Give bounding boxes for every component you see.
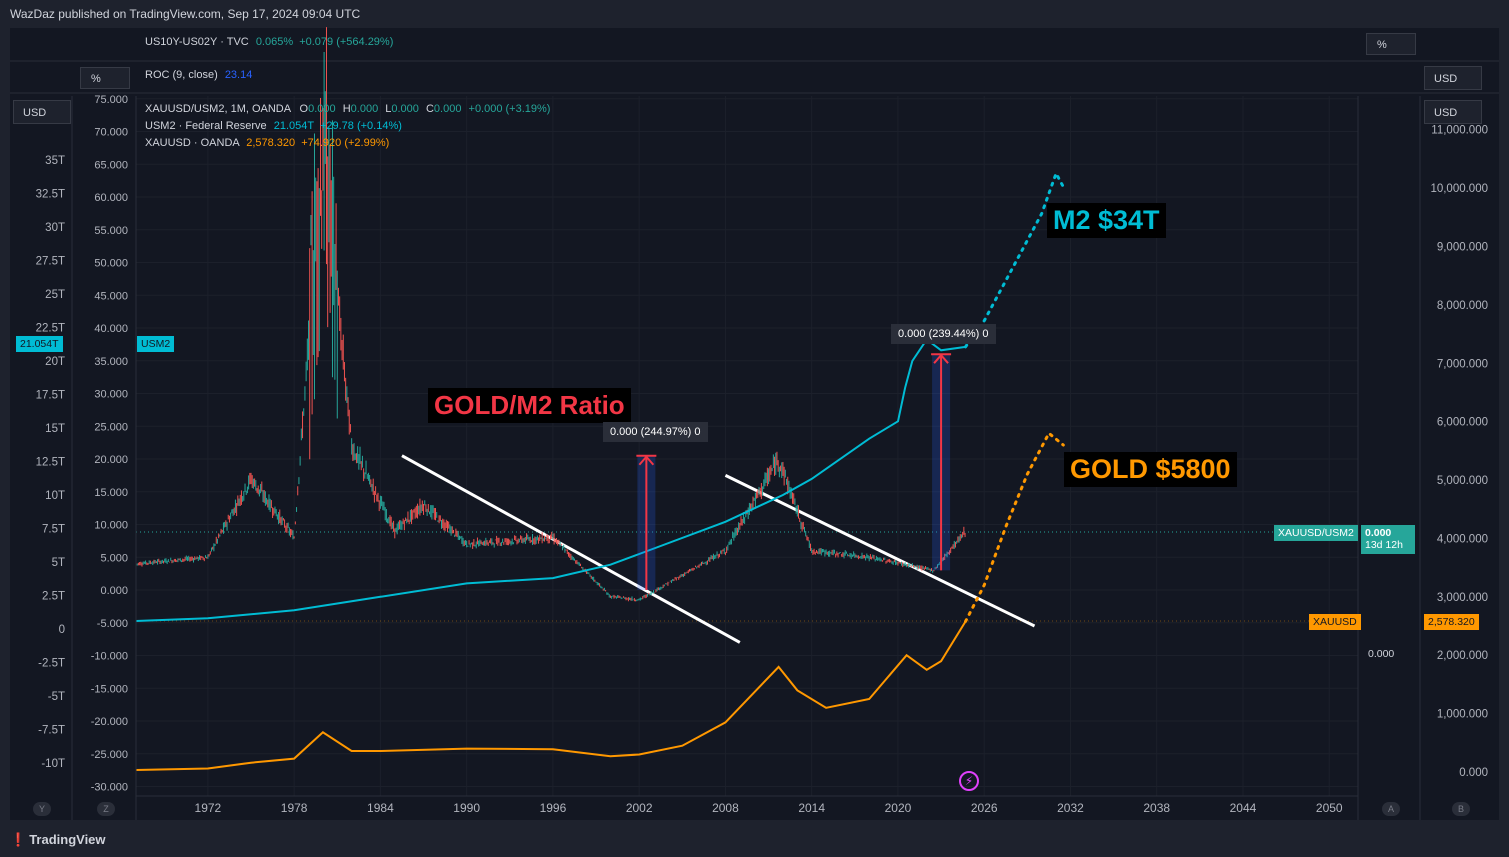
ratio-name-tag: XAUUSD/USM2 (1274, 525, 1358, 541)
axis-y-button[interactable]: Y (33, 802, 51, 816)
roc-usd-button[interactable]: USD (1424, 66, 1482, 90)
roc-pane[interactable] (10, 62, 1499, 92)
roc-scale-button[interactable]: % (80, 67, 130, 89)
published-text: WazDaz published on TradingView.com, Sep… (10, 7, 361, 21)
ratio-c-label: C (425, 103, 434, 115)
main-pane[interactable] (10, 94, 1499, 820)
spread-title: US10Y-US02Y · TVC (145, 36, 249, 48)
ratio-o-label: O (299, 103, 309, 115)
gold-legend: XAUUSD · OANDA 2,578.320 +74.920 (+2.99%… (145, 137, 389, 149)
m2-series-tag: USM2 (137, 336, 175, 352)
m2-legend-title: USM2 · Federal Reserve (145, 120, 267, 132)
gold-target-annotation[interactable]: GOLD $5800 (1064, 452, 1237, 487)
ratio-c: 0.000 (433, 103, 462, 115)
tradingview-logo[interactable]: ❗ TradingView (10, 832, 106, 848)
spread-pane[interactable] (10, 28, 1499, 60)
spread-change: +0.079 (+564.29%) (299, 36, 394, 48)
top-bar: WazDaz published on TradingView.com, Sep… (0, 0, 1509, 28)
ratio-l-label: L (385, 103, 392, 115)
measure-1-label[interactable]: 0.000 (244.97%) 0 (603, 422, 708, 442)
left-usd-button[interactable]: USD (13, 100, 71, 124)
gold-value-tag: 2,578.320 (1424, 614, 1479, 630)
axis-z-button[interactable]: Z (97, 802, 115, 816)
m2-legend-value: 21.054T (273, 120, 314, 132)
ratio-countdown: 13d 12h (1365, 539, 1403, 551)
gold-name-tag: XAUUSD (1309, 614, 1361, 630)
lightning-icon[interactable]: ⚡ (959, 771, 979, 791)
ratio-legend: XAUUSD/USM2, 1M, OANDA O0.000 H0.000 L0.… (145, 103, 550, 115)
ratio-legend-title: XAUUSD/USM2, 1M, OANDA (145, 103, 291, 115)
tradingview-brand: TradingView (29, 832, 106, 847)
gold-legend-value: 2,578.320 (246, 137, 296, 149)
spread-value: 0.065% (255, 36, 294, 48)
ratio-title-annotation[interactable]: GOLD/M2 Ratio (428, 388, 631, 423)
gold-legend-change: +74.920 (+2.99%) (301, 137, 390, 149)
footer: ❗ TradingView (0, 822, 1509, 857)
roc-legend: ROC (9, close) 23.14 (145, 69, 252, 81)
measure-2-label[interactable]: 0.000 (239.44%) 0 (891, 324, 996, 344)
gold-legend-title: XAUUSD · OANDA (145, 137, 240, 149)
spread-legend: US10Y-US02Y · TVC 0.065% +0.079 (+564.29… (145, 36, 393, 48)
axis-a-button[interactable]: A (1382, 802, 1400, 816)
roc-title: ROC (9, close) (145, 69, 218, 81)
ratio-value: 0.000 (1365, 527, 1392, 539)
m2-legend-change: +29.78 (+0.14%) (319, 120, 402, 132)
ratio-zero-label: 0.000 (1368, 648, 1395, 660)
spread-scale-button[interactable]: % (1366, 33, 1416, 55)
right-usd-button[interactable]: USD (1424, 100, 1482, 124)
m2-legend: USM2 · Federal Reserve 21.054T +29.78 (+… (145, 120, 402, 132)
m2-target-annotation[interactable]: M2 $34T (1047, 203, 1166, 238)
axis-b-button[interactable]: B (1452, 802, 1470, 816)
ratio-change: +0.000 (+3.19%) (468, 103, 551, 115)
ratio-h: 0.000 (350, 103, 379, 115)
ratio-o: 0.000 (308, 103, 336, 115)
ratio-l: 0.000 (391, 103, 419, 115)
ratio-value-tag: 0.000 13d 12h (1361, 525, 1415, 554)
tradingview-logo-icon: ❗ (10, 832, 27, 847)
ratio-h-label: H (342, 103, 351, 115)
roc-value: 23.14 (224, 69, 253, 81)
m2-left-value-tag: 21.054T (16, 336, 63, 352)
